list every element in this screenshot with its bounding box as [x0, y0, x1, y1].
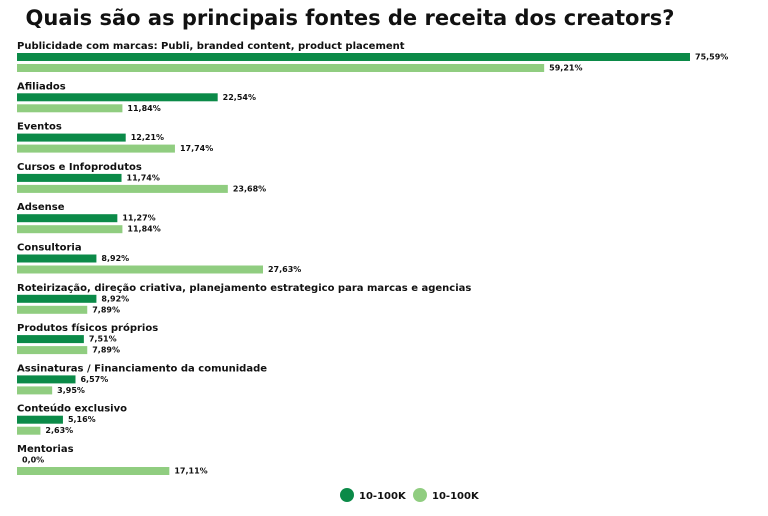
category-label: Assinaturas / Financiamento da comunidad… [17, 363, 267, 374]
bar [17, 144, 175, 153]
category-label: Afiliados [17, 81, 66, 92]
value-label: 12,21% [131, 133, 164, 142]
category-label: Conteúdo exclusivo [17, 403, 127, 415]
bar [17, 335, 84, 344]
value-label: 75,59% [695, 53, 728, 62]
bar [17, 173, 122, 182]
bar [17, 426, 41, 435]
value-label: 7,89% [92, 346, 120, 355]
value-label: 2,63% [45, 426, 73, 435]
legend-label: 10-100K [359, 491, 407, 502]
category-label: Adsense [17, 202, 65, 213]
category-label: Produtos físicos próprios [17, 322, 158, 334]
chart-title: Quais são as principais fontes de receit… [26, 6, 675, 30]
bar [17, 265, 263, 274]
bar [17, 375, 76, 384]
bar [17, 53, 690, 61]
bar [17, 467, 170, 475]
value-label: 8,92% [101, 294, 129, 303]
bar [17, 415, 63, 424]
value-label: 6,57% [80, 375, 108, 384]
value-label: 17,11% [174, 467, 207, 476]
bar [17, 294, 97, 303]
bar [17, 184, 228, 193]
value-label: 8,92% [101, 254, 129, 263]
value-label: 22,54% [223, 93, 256, 102]
bar [17, 214, 118, 223]
bar [17, 93, 218, 102]
value-label: 5,16% [68, 415, 96, 424]
category-label: Publicidade com marcas: Publi, branded c… [17, 41, 405, 52]
value-label: 11,74% [127, 173, 160, 182]
category-label: Cursos e Infoprodutos [17, 162, 142, 173]
value-label: 11,84% [127, 225, 160, 234]
value-label: 27,63% [268, 265, 301, 274]
value-label: 23,68% [233, 184, 266, 193]
category-label: Eventos [17, 122, 62, 133]
legend-label: 10-100K [432, 491, 480, 502]
value-label: 7,89% [92, 305, 120, 314]
category-label: Consultoria [17, 243, 82, 254]
bar [17, 225, 123, 234]
legend-swatch [340, 488, 354, 502]
bar [17, 64, 545, 72]
value-label: 11,27% [122, 214, 155, 223]
legend-swatch [413, 488, 427, 502]
bar [17, 133, 126, 142]
value-label: 0,0% [22, 456, 44, 465]
value-label: 59,21% [549, 64, 582, 73]
bar [17, 346, 88, 355]
bar [17, 104, 123, 113]
bar [17, 386, 53, 395]
value-label: 3,95% [57, 386, 85, 395]
category-label: Roteirização, direção criativa, planejam… [17, 283, 471, 294]
value-label: 17,74% [180, 144, 213, 153]
category-label: Mentorias [17, 444, 74, 455]
value-label: 7,51% [89, 335, 117, 344]
bar [17, 254, 97, 263]
bar [17, 305, 88, 314]
value-label: 11,84% [127, 104, 160, 113]
